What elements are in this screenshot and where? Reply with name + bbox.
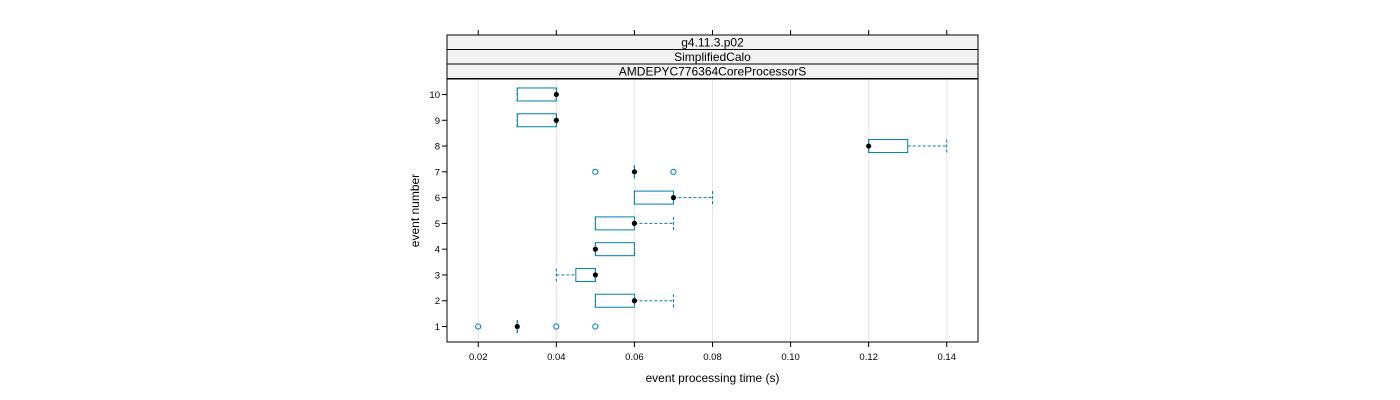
median-point [553, 117, 559, 123]
median-point [631, 220, 638, 226]
box-event-5 [594, 216, 674, 231]
box-rect [516, 113, 557, 128]
box-event-8 [866, 139, 948, 154]
y-tick-label-8: 9 [435, 116, 440, 127]
x-tick-label-6: 0.14 [938, 352, 957, 363]
y-tick-label-1: 2 [435, 296, 440, 307]
box-rect [868, 139, 909, 154]
box-event-7 [592, 165, 677, 179]
box-rect [516, 87, 557, 102]
outlier-point-0 [475, 323, 482, 330]
median-point [592, 272, 598, 278]
y-tick-label-0: 1 [435, 322, 440, 333]
y-tick-label-9: 10 [429, 90, 440, 101]
strip-label-0: g4.11.3.p02 [681, 35, 744, 49]
median-point [514, 323, 520, 330]
y-tick-label-3: 4 [435, 245, 440, 256]
x-axis-label: event processing time (s) [645, 371, 779, 385]
boxes-layer [475, 87, 948, 334]
outlier-point-0 [592, 168, 599, 175]
x-tick-label-5: 0.12 [859, 352, 878, 363]
x-tick-label-4: 0.10 [781, 352, 800, 363]
y-tick-label-6: 7 [435, 167, 440, 178]
box-event-2 [594, 293, 674, 308]
y-tick-label-2: 3 [435, 270, 440, 281]
x-tick-label-3: 0.08 [703, 352, 722, 363]
box-event-10 [516, 87, 559, 102]
box-rect [594, 242, 635, 257]
outlier-point-2 [592, 323, 599, 330]
y-tick-label-7: 8 [435, 142, 440, 153]
box-event-9 [516, 113, 559, 128]
box-event-1 [475, 320, 599, 334]
axes-layer: 0.02 0.04 0.06 0.08 0.10 0.12 0.14 1 2 3 4 5 6 7 8 9 10 [429, 30, 956, 363]
box-event-3 [555, 267, 598, 282]
strips-layer: g4.11.3.p02SimplifiedCaloAMDEPYC776364Co… [446, 34, 979, 79]
box-rect [594, 293, 635, 308]
box-event-6 [633, 190, 713, 205]
median-point [631, 169, 638, 175]
median-point [553, 91, 559, 98]
median-point [592, 246, 598, 252]
x-tick-label-1: 0.04 [547, 352, 566, 363]
outlier-point-1 [553, 323, 560, 330]
median-point [670, 195, 677, 201]
strip-label-2: AMDEPYC776364CoreProcessorS [619, 64, 806, 78]
median-point [866, 143, 872, 149]
x-tick-label-0: 0.02 [469, 352, 488, 363]
box-rect [633, 190, 674, 205]
box-rect [575, 267, 596, 282]
box-event-4 [592, 242, 635, 257]
grid-layer [477, 79, 948, 342]
y-tick-label-4: 5 [435, 219, 440, 230]
outlier-point-1 [670, 168, 677, 175]
strip-label-1: SimplifiedCalo [674, 50, 751, 64]
x-tick-label-2: 0.06 [625, 352, 644, 363]
box-rect [594, 216, 635, 231]
y-axis-label: event number [408, 174, 422, 247]
y-tick-label-5: 6 [435, 193, 440, 204]
median-point [631, 298, 638, 304]
